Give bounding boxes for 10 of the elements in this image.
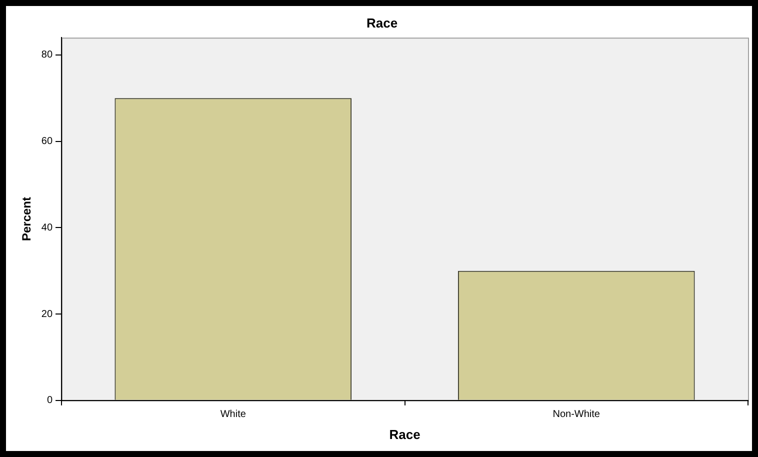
y-tick-label: 80 <box>41 50 53 61</box>
y-axis-title: Percent <box>20 196 34 242</box>
x-tick-label: White <box>220 409 246 420</box>
chart-title: Race <box>366 15 398 30</box>
x-tick-label: Non-White <box>552 409 600 420</box>
y-tick-label: 20 <box>41 308 53 320</box>
y-tick-label: 60 <box>41 136 53 148</box>
x-axis-title: Race <box>389 426 420 442</box>
y-tick-label: 0 <box>46 395 53 406</box>
y-tick-label: 40 <box>41 222 53 234</box>
